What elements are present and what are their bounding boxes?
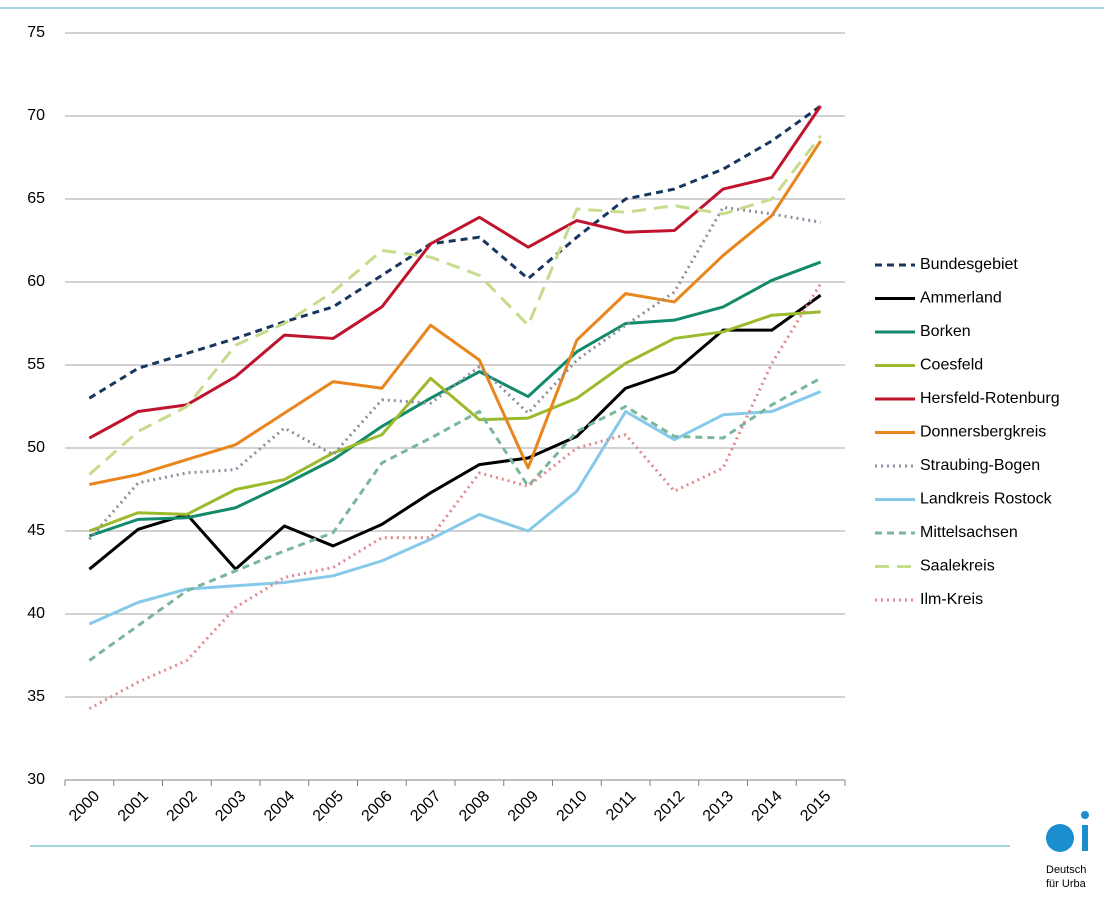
series-line <box>89 140 822 486</box>
series-line <box>88 294 822 571</box>
x-tick-label: 2002 <box>163 788 200 825</box>
x-tick-label: 2008 <box>456 788 493 825</box>
logo-text: Deutsch <box>1046 864 1086 876</box>
y-tick-label: 65 <box>27 190 45 207</box>
x-tick-label: 2010 <box>553 788 590 825</box>
x-tick-label: 2009 <box>505 788 542 825</box>
x-tick-label: 2011 <box>603 788 639 824</box>
series-line <box>88 282 822 710</box>
legend-label: Mittelsachsen <box>920 524 1018 541</box>
series-line <box>88 104 822 400</box>
x-tick-label: 2003 <box>212 788 249 825</box>
series-line <box>88 310 821 533</box>
y-tick-label: 75 <box>27 24 45 41</box>
x-tick-label: 2001 <box>115 788 152 825</box>
series-line <box>88 135 822 476</box>
legend-label: Coesfeld <box>920 357 983 374</box>
legend-label: Borken <box>920 323 971 340</box>
y-tick-label: 40 <box>27 605 45 622</box>
x-tick-label: 2006 <box>358 788 395 825</box>
logo-dot-small <box>1081 811 1089 819</box>
x-tick-label: 2014 <box>748 788 785 825</box>
x-tick-label: 2000 <box>66 788 103 825</box>
logo-bar <box>1082 825 1088 851</box>
legend-label: Hersfeld-Rotenburg <box>920 390 1060 407</box>
legend-label: Landkreis Rostock <box>920 491 1053 508</box>
y-tick-label: 55 <box>27 356 45 373</box>
legend-label: Ammerland <box>920 290 1002 307</box>
legend-label: Bundesgebiet <box>920 256 1018 273</box>
series-line <box>88 390 822 626</box>
x-tick-label: 2015 <box>797 788 834 825</box>
legend-label: Ilm-Kreis <box>920 591 983 608</box>
x-tick-label: 2004 <box>261 788 298 825</box>
y-tick-label: 70 <box>27 107 45 124</box>
x-tick-label: 2013 <box>700 788 737 825</box>
y-tick-label: 35 <box>27 688 45 705</box>
legend-label: Straubing-Bogen <box>920 457 1040 474</box>
x-tick-label: 2005 <box>310 788 347 825</box>
series-line <box>88 105 822 440</box>
y-tick-label: 60 <box>27 273 45 290</box>
y-tick-label: 30 <box>27 771 45 788</box>
series-line <box>88 205 821 541</box>
legend-label: Saalekreis <box>920 558 995 575</box>
logo-text: für Urba <box>1046 878 1087 890</box>
x-tick-label: 2012 <box>651 788 688 825</box>
x-tick-label: 2007 <box>407 788 444 825</box>
series-line <box>88 376 822 662</box>
y-tick-label: 50 <box>27 439 45 456</box>
logo-dot <box>1046 824 1074 852</box>
legend-label: Donnersbergkreis <box>920 424 1046 441</box>
logo: Deutsch für Urba <box>1046 811 1089 890</box>
y-tick-label: 45 <box>27 522 45 539</box>
